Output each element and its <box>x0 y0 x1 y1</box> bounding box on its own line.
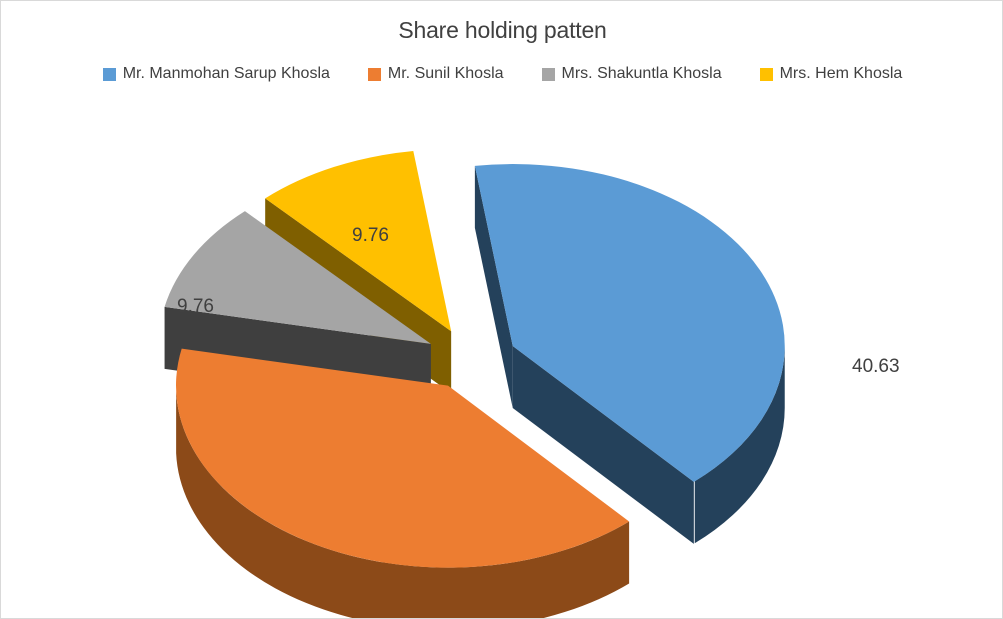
pie-3d-graphic[interactable] <box>1 97 1003 619</box>
legend-item-sunil-khosla[interactable]: Mr. Sunil Khosla <box>367 65 504 83</box>
pie-slice-segment[interactable] <box>694 346 785 544</box>
pie-slice-segment[interactable] <box>474 164 785 482</box>
pie-plot-area: 40.63 39.86 9.76 9.76 <box>1 97 1003 619</box>
legend-item-label: Mr. Manmohan Sarup Khosla <box>122 65 330 82</box>
legend-swatch-icon <box>367 67 381 81</box>
legend-item-label: Mrs. Hem Khosla <box>779 65 903 82</box>
pie-slice-segment[interactable] <box>474 165 513 409</box>
pie-slice-segment[interactable] <box>176 348 630 568</box>
chart-legend: Mr. Manmohan Sarup Khosla Mr. Sunil Khos… <box>1 65 1002 83</box>
pie-slice-segment[interactable] <box>164 211 431 344</box>
pie-slice-segment[interactable] <box>176 391 630 619</box>
legend-item-label: Mr. Sunil Khosla <box>387 65 504 82</box>
data-label-hem-khosla: 9.76 <box>352 225 389 246</box>
legend-item-shakuntla-khosla[interactable]: Mrs. Shakuntla Khosla <box>541 65 722 83</box>
data-label-manmohan-sarup-khosla: 40.63 <box>852 356 900 377</box>
legend-swatch-icon <box>759 67 773 81</box>
chart-title: Share holding patten <box>398 17 607 43</box>
legend-item-manmohan-sarup-khosla[interactable]: Mr. Manmohan Sarup Khosla <box>102 65 330 83</box>
pie-slice-segment[interactable] <box>512 346 694 544</box>
legend-item-hem-khosla[interactable]: Mrs. Hem Khosla <box>759 65 903 83</box>
legend-item-label: Mrs. Shakuntla Khosla <box>561 65 722 82</box>
legend-swatch-icon <box>102 67 116 81</box>
legend-swatch-icon <box>541 67 555 81</box>
data-label-shakuntla-khosla: 9.76 <box>177 296 214 317</box>
pie-slice-segment[interactable] <box>265 151 452 332</box>
